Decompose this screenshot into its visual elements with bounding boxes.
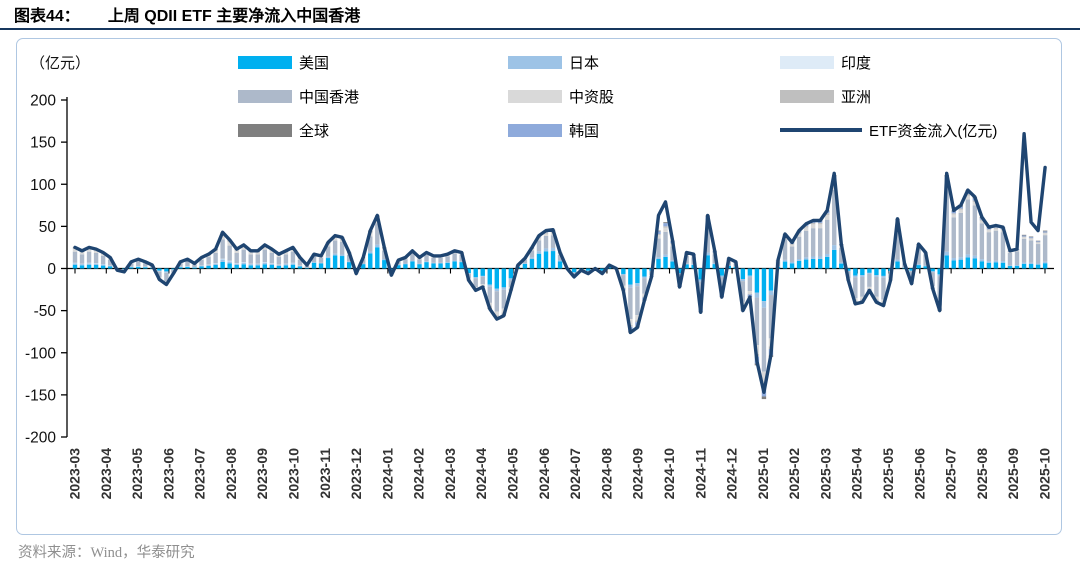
legend-label-in: 印度	[841, 54, 872, 72]
in-legend-swatch	[780, 55, 834, 69]
y-axis-unit-label: （亿元）	[30, 55, 91, 72]
legend-item-jp: 日本	[508, 51, 780, 73]
hk-legend-swatch	[238, 89, 292, 103]
legend-label-kr: 韩国	[569, 122, 600, 140]
figure-title: 上周 QDII ETF 主要净流入中国香港	[107, 8, 361, 25]
legend-label-asia: 亚洲	[841, 88, 872, 106]
legend-item-cn: 中资股	[508, 85, 780, 107]
cn-legend-swatch	[508, 89, 562, 103]
us-legend-swatch	[238, 55, 292, 69]
legend-label-jp: 日本	[569, 54, 600, 72]
legend-item-asia: 亚洲	[780, 85, 997, 107]
legend-label-flow: ETF资金流入(亿元)	[869, 122, 998, 140]
legend-item-kr: 韩国	[508, 119, 780, 141]
legend-item-flow: ETF资金流入(亿元)	[780, 119, 997, 141]
global-legend-swatch	[238, 123, 292, 137]
legend-label-us: 美国	[299, 54, 330, 72]
legend-item-hk: 中国香港	[238, 85, 508, 107]
asia-legend-swatch	[780, 89, 834, 103]
kr-legend-swatch	[508, 123, 562, 137]
legend-item-global: 全球	[238, 119, 508, 141]
source-note: 资料来源：Wind，华泰研究	[18, 545, 195, 561]
legend-label-hk: 中国香港	[299, 88, 360, 106]
legend-label-global: 全球	[299, 122, 330, 140]
legend-item-in: 印度	[780, 51, 997, 73]
flow-legend-swatch	[780, 128, 862, 132]
figure-header: 图表44： 上周 QDII ETF 主要净流入中国香港	[0, 0, 1080, 30]
legend-item-us: 美国	[238, 51, 508, 73]
figure-number: 图表44：	[14, 8, 80, 25]
chart-legend: 美国 日本 印度中国香港 中资股 亚洲全球 韩国 ETF资金流入(亿元)	[238, 51, 997, 141]
jp-legend-swatch	[508, 55, 562, 69]
legend-label-cn: 中资股	[569, 88, 615, 106]
